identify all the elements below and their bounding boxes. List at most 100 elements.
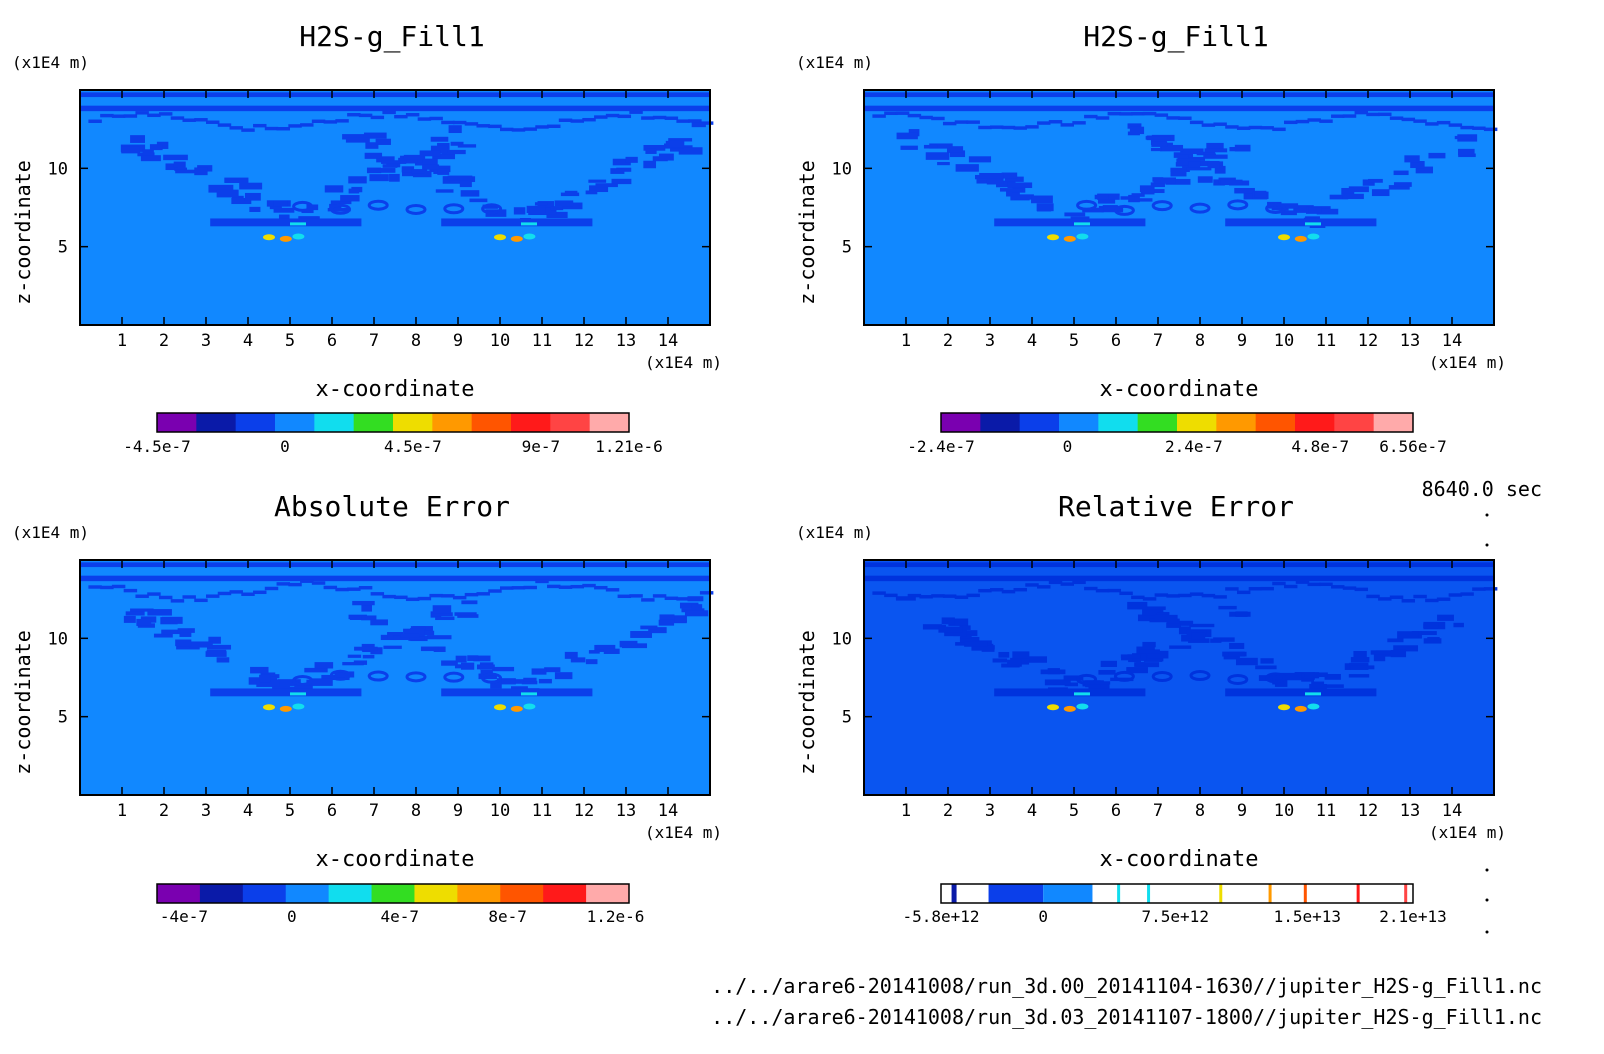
contour-cell bbox=[1150, 182, 1165, 188]
contour-ring bbox=[1113, 670, 1135, 682]
contour-cell bbox=[364, 152, 383, 159]
contour-cell bbox=[1201, 593, 1216, 598]
contour-cell bbox=[1354, 110, 1368, 115]
contour-cell bbox=[1013, 587, 1027, 592]
contour-cell bbox=[1401, 117, 1416, 122]
contour-cell bbox=[1048, 580, 1063, 585]
contour-cell bbox=[558, 585, 573, 589]
contour-cell bbox=[1012, 651, 1030, 659]
contour-cell bbox=[872, 114, 886, 118]
contour-cell bbox=[1098, 206, 1124, 211]
contour-cell bbox=[361, 615, 377, 621]
hotspot bbox=[1307, 233, 1320, 240]
contour-cell bbox=[1143, 657, 1163, 662]
contour-cell bbox=[415, 630, 435, 636]
contour-cell bbox=[1411, 631, 1437, 636]
contour-cell bbox=[986, 177, 1004, 185]
contour-ring bbox=[443, 203, 465, 215]
contour-cell bbox=[900, 145, 918, 150]
contour-cell bbox=[259, 674, 271, 683]
colorbar-segment bbox=[511, 413, 551, 432]
contour-cell bbox=[1423, 623, 1439, 629]
x-tick-label: 11 bbox=[1316, 801, 1336, 821]
contour-cell bbox=[370, 115, 385, 120]
contour-cell bbox=[678, 147, 703, 155]
hotspot bbox=[510, 705, 523, 712]
contour-cell bbox=[625, 156, 638, 163]
contour-cell bbox=[369, 174, 389, 182]
contour-cell bbox=[1454, 135, 1472, 140]
contour-cell bbox=[652, 115, 667, 120]
contour-ring bbox=[367, 199, 389, 211]
contour-cell bbox=[1236, 126, 1251, 130]
contour-cell bbox=[1415, 166, 1433, 174]
contour-cell bbox=[1166, 116, 1180, 120]
contour-cell bbox=[1235, 611, 1248, 617]
contour-cell bbox=[1013, 126, 1027, 130]
contour-cell bbox=[1248, 587, 1263, 591]
colorbar-segment bbox=[157, 413, 197, 432]
contour-shelf bbox=[994, 688, 1146, 697]
x-axis-label: x-coordinate bbox=[316, 847, 475, 872]
contour-cell bbox=[588, 650, 600, 654]
contour-cell bbox=[1319, 582, 1333, 587]
contour-cell bbox=[393, 635, 419, 641]
contour-cell bbox=[534, 202, 548, 206]
contour-cell bbox=[992, 658, 1008, 663]
contour-cell bbox=[1142, 111, 1157, 116]
contour-cell bbox=[342, 662, 364, 666]
colorbar-segment bbox=[941, 413, 981, 432]
contour-ring bbox=[329, 203, 351, 215]
contour-cell bbox=[1196, 151, 1216, 156]
colorbar-tick-label: 0 bbox=[287, 907, 297, 926]
contour-cell bbox=[276, 582, 290, 586]
contour-cell bbox=[1037, 585, 1051, 589]
contour-cell bbox=[610, 168, 625, 174]
hotspot bbox=[494, 704, 506, 711]
contour-cell bbox=[500, 586, 514, 590]
colorbar-tick-label: 8e-7 bbox=[488, 907, 527, 926]
contour-cell bbox=[1084, 586, 1098, 591]
contour-cell bbox=[1064, 682, 1079, 687]
hotspot-streak bbox=[1074, 222, 1090, 226]
contour-cell bbox=[1316, 208, 1339, 215]
contour-cell bbox=[1001, 172, 1018, 179]
contour-cell bbox=[1120, 196, 1135, 200]
contour-cell bbox=[946, 146, 964, 153]
contour-cell bbox=[1458, 148, 1475, 156]
contour-cell bbox=[1258, 675, 1284, 681]
contour-cell bbox=[1274, 679, 1288, 687]
time-label: 8640.0 sec bbox=[1422, 477, 1542, 501]
contour-cell bbox=[401, 166, 415, 173]
contour-cell bbox=[264, 586, 279, 591]
contour-ring bbox=[292, 200, 314, 212]
contour-cell bbox=[1186, 167, 1212, 171]
contour-cell bbox=[1197, 176, 1213, 183]
contour-cell bbox=[659, 614, 675, 622]
contour-cell bbox=[457, 144, 477, 148]
contour-cell bbox=[1180, 148, 1204, 155]
contour-cell bbox=[100, 585, 114, 590]
colorbar-tick-label: 0 bbox=[280, 437, 290, 456]
contour-cell bbox=[311, 678, 333, 686]
colorbar-tick-label: -2.4e-7 bbox=[907, 437, 974, 456]
x-unit-label: (x1E4 m) bbox=[645, 353, 722, 372]
contour-cell bbox=[676, 597, 690, 601]
contour-cell bbox=[1390, 649, 1407, 658]
contour-cell bbox=[253, 590, 267, 595]
contour-cell bbox=[1324, 673, 1341, 680]
x-tick-label: 12 bbox=[574, 801, 594, 821]
contour-cell bbox=[1423, 638, 1442, 644]
contour-cell bbox=[362, 654, 375, 659]
contour-cell bbox=[1091, 681, 1111, 685]
contour-cell bbox=[422, 164, 440, 170]
contour-cell bbox=[1213, 122, 1227, 126]
contour-cell bbox=[454, 612, 477, 616]
contour-cell bbox=[1370, 650, 1391, 655]
colorbar-tick-label: 1.21e-6 bbox=[595, 437, 662, 456]
contour-cell bbox=[588, 179, 607, 183]
contour-cell bbox=[1072, 580, 1086, 585]
hotspot bbox=[523, 703, 536, 710]
contour-cell bbox=[1048, 120, 1063, 124]
